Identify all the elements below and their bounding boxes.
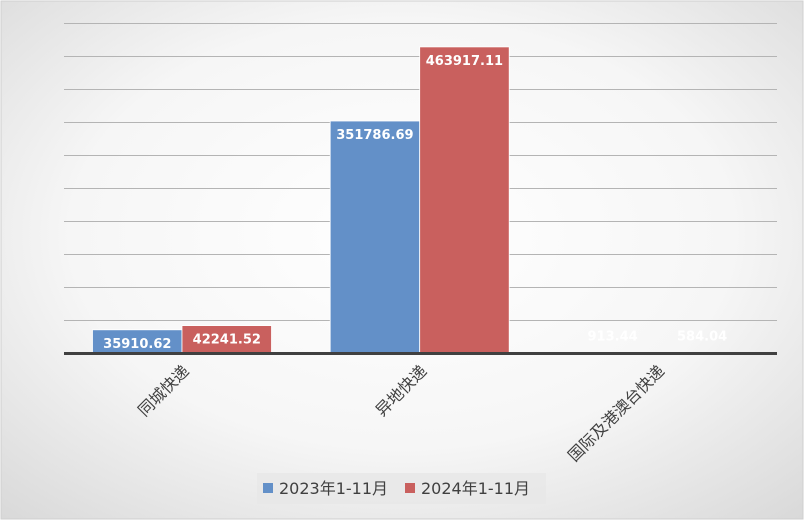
data-label-0-0: 35910.62 bbox=[103, 337, 171, 352]
bar-1-1 bbox=[419, 46, 510, 354]
legend-swatch-2023 bbox=[263, 483, 273, 493]
data-label-2-0: 913.44 bbox=[588, 330, 638, 345]
legend: 2023年1-11月 2024年1-11月 bbox=[257, 473, 546, 504]
data-label-2-1: 584.04 bbox=[677, 330, 727, 345]
legend-box bbox=[257, 473, 546, 504]
data-label-1-1: 463917.11 bbox=[426, 54, 503, 69]
legend-label-2023: 2023年1-11月 bbox=[279, 479, 388, 498]
bar-1-0 bbox=[329, 120, 421, 354]
data-labels: 35910.62 42241.52 351786.69 463917.11 913.44… bbox=[103, 54, 727, 352]
bars bbox=[92, 46, 748, 354]
legend-swatch-2024 bbox=[405, 483, 415, 493]
data-label-1-0: 351786.69 bbox=[336, 128, 413, 143]
data-label-0-1: 42241.52 bbox=[193, 333, 261, 348]
legend-label-2024: 2024年1-11月 bbox=[421, 479, 530, 498]
